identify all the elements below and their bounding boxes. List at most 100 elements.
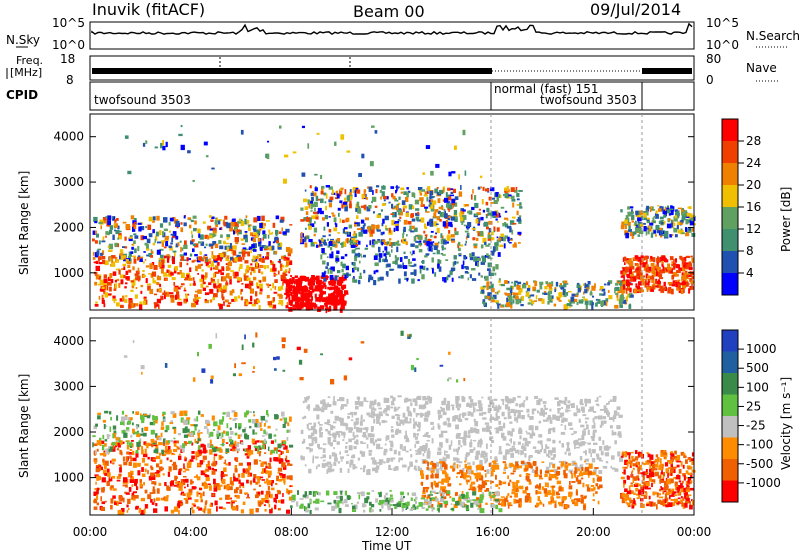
- echo-cell: [573, 298, 578, 302]
- echo-cell: [101, 298, 105, 300]
- echo-cell: [203, 508, 206, 514]
- echo-cell: [242, 256, 245, 260]
- echo-cell: [171, 237, 174, 243]
- echo-cell: [331, 292, 336, 297]
- echo-cell: [442, 456, 445, 459]
- echo-cell: [384, 420, 388, 423]
- echo-cell: [186, 417, 191, 420]
- echo-cell: [169, 459, 173, 462]
- echo-cell: [193, 418, 197, 422]
- echo-cell: [319, 296, 323, 301]
- echo-cell: [673, 264, 676, 270]
- echo-cell: [116, 479, 121, 482]
- echo-cell: [338, 417, 341, 422]
- echo-cell: [282, 231, 287, 235]
- echo-cell: [484, 295, 489, 300]
- echo-cell: [341, 285, 346, 289]
- echo-cell: [509, 227, 512, 233]
- echo-cell: [366, 244, 368, 247]
- echo-cell: [379, 189, 382, 193]
- echo-cell: [249, 282, 253, 285]
- echo-cell: [156, 298, 161, 304]
- echo-cell: [487, 212, 491, 216]
- echo-cell: [95, 265, 100, 271]
- echo-cell: [311, 276, 314, 283]
- echo-cell: [303, 217, 305, 221]
- echo-cell: [411, 192, 415, 197]
- echo-cell: [313, 436, 316, 439]
- echo-cell: [566, 448, 571, 452]
- echo-cell: [310, 241, 315, 247]
- echo-cell: [111, 458, 116, 462]
- echo-cell: [336, 193, 340, 199]
- echo-cell: [647, 226, 652, 231]
- echo-cell: [516, 192, 520, 198]
- echo-cell: [625, 289, 628, 294]
- echo-cell: [171, 463, 175, 466]
- echo-cell: [198, 241, 203, 244]
- echo-cell: [353, 435, 356, 439]
- echo-cell: [333, 227, 338, 232]
- echo-cell: [255, 291, 258, 297]
- echo-cell: [321, 248, 325, 254]
- echo-cell: [327, 440, 331, 445]
- echo-cell: [99, 453, 104, 456]
- echo-cell: [150, 429, 155, 435]
- echo-cell: [173, 448, 178, 453]
- echo-cell: [462, 412, 467, 416]
- echo-cell: [431, 427, 435, 430]
- echo-cell: [580, 424, 585, 428]
- echo-cell: [259, 460, 261, 462]
- echo-cell: [413, 269, 417, 275]
- echo-cell: [358, 173, 362, 177]
- echo-cell: [616, 297, 619, 302]
- echo-cell: [165, 278, 168, 281]
- echo-cell: [156, 215, 160, 221]
- echo-cell: [125, 258, 129, 264]
- echo-cell: [606, 402, 609, 405]
- echo-cell: [319, 210, 324, 215]
- echo-cell: [424, 255, 428, 258]
- echo-cell: [558, 299, 562, 302]
- echo-cell: [102, 460, 107, 466]
- echo-cell: [234, 477, 239, 482]
- echo-cell: [260, 428, 263, 431]
- echo-cell: [118, 502, 122, 504]
- echo-cell: [187, 483, 189, 487]
- echo-cell: [385, 256, 387, 262]
- echo-cell: [429, 196, 434, 199]
- echo-cell: [324, 403, 328, 408]
- echo-cell: [244, 298, 248, 302]
- echo-cell: [592, 432, 596, 438]
- echo-cell: [225, 463, 228, 466]
- echo-cell: [279, 219, 284, 223]
- echo-cell: [256, 282, 259, 288]
- echo-cell: [402, 233, 404, 239]
- echo-cell: [427, 435, 431, 438]
- echo-cell: [485, 201, 489, 206]
- echo-cell: [180, 272, 184, 275]
- echo-cell: [226, 234, 231, 237]
- echo-cell: [391, 203, 394, 209]
- echo-cell: [482, 412, 487, 415]
- echo-cell: [417, 448, 420, 454]
- echo-cell: [251, 267, 255, 272]
- cpid-segment-1: twofsound 3503: [94, 93, 191, 107]
- echo-cell: [685, 227, 688, 232]
- echo-cell: [400, 187, 405, 191]
- echo-cell: [672, 271, 677, 275]
- echo-cell: [102, 236, 105, 241]
- echo-cell: [277, 244, 282, 250]
- echo-cell: [372, 441, 376, 446]
- echo-cell: [625, 279, 630, 284]
- echo-cell: [173, 287, 178, 292]
- echo-cell: [234, 489, 238, 494]
- echo-cell: [530, 294, 535, 297]
- echo-cell: [339, 218, 342, 223]
- echo-cell: [593, 442, 598, 445]
- echo-cell: [225, 484, 230, 489]
- echo-cell: [412, 398, 417, 403]
- echo-cell: [152, 220, 155, 223]
- echo-cell: [465, 240, 467, 244]
- echo-cell: [328, 186, 333, 190]
